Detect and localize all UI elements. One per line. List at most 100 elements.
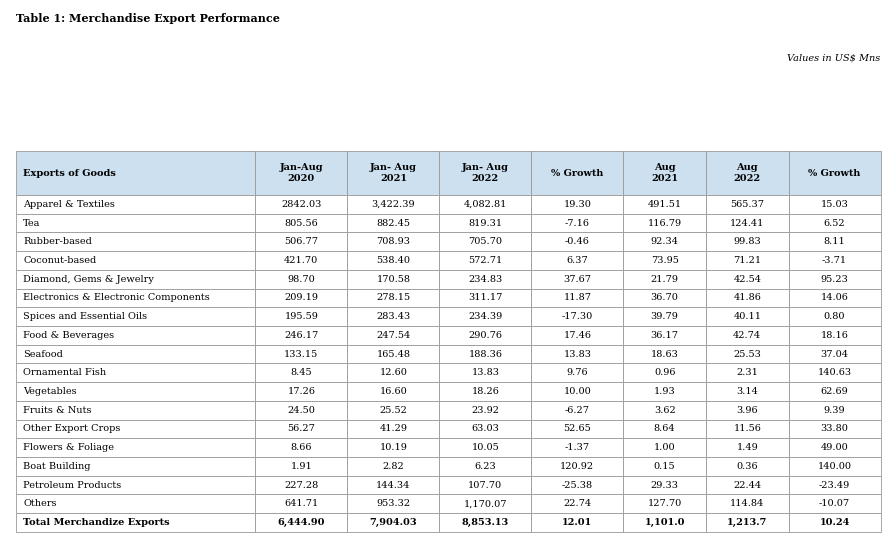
Bar [531,251,623,270]
Bar [439,513,531,532]
Bar [789,232,881,251]
Text: 0.96: 0.96 [654,368,675,377]
Text: 14.06: 14.06 [820,293,849,302]
Text: 8.11: 8.11 [824,237,845,246]
Text: 6.37: 6.37 [566,256,589,265]
Bar [439,401,531,420]
Bar [256,288,347,307]
Bar [256,326,347,345]
Bar [16,382,256,401]
Text: Food & Beverages: Food & Beverages [23,331,114,340]
Bar [347,270,439,288]
Bar [623,476,706,495]
Bar [706,251,789,270]
Bar [623,363,706,382]
Bar [623,420,706,438]
Text: Tea: Tea [23,219,41,227]
Text: 52.65: 52.65 [564,424,591,434]
Bar [347,195,439,214]
Text: Others: Others [23,500,57,508]
Bar [16,251,256,270]
Bar [16,495,256,513]
Bar [439,288,531,307]
Bar [347,151,439,195]
Text: 7,904.03: 7,904.03 [370,518,417,527]
Text: Other Export Crops: Other Export Crops [23,424,120,434]
Bar [16,270,256,288]
Text: Fruits & Nuts: Fruits & Nuts [23,406,91,415]
Text: -25.38: -25.38 [562,481,593,490]
Bar [256,307,347,326]
Bar [439,151,531,195]
Bar [789,326,881,345]
Bar [706,401,789,420]
Text: 188.36: 188.36 [468,349,503,359]
Text: 278.15: 278.15 [376,293,411,302]
Bar [623,288,706,307]
Text: 209.19: 209.19 [284,293,319,302]
Text: 22.74: 22.74 [563,500,591,508]
Text: 9.39: 9.39 [824,406,845,415]
Text: Apparel & Textiles: Apparel & Textiles [23,200,115,209]
Text: 16.60: 16.60 [380,387,407,396]
Bar [531,232,623,251]
Bar [16,151,256,195]
Bar [16,214,256,232]
Bar [531,151,623,195]
Bar [439,270,531,288]
Text: 3.62: 3.62 [654,406,675,415]
Bar [706,420,789,438]
Bar [706,495,789,513]
Bar [347,420,439,438]
Text: 247.54: 247.54 [376,331,411,340]
Bar [347,345,439,363]
Bar [256,251,347,270]
Text: 311.17: 311.17 [468,293,503,302]
Bar [347,513,439,532]
Text: 42.74: 42.74 [733,331,761,340]
Bar [706,214,789,232]
Text: Ornamental Fish: Ornamental Fish [23,368,106,377]
Bar [531,363,623,382]
Text: 98.70: 98.70 [288,275,315,284]
Bar [531,195,623,214]
Text: 23.92: 23.92 [472,406,499,415]
Text: Coconut-based: Coconut-based [23,256,96,265]
Text: 246.17: 246.17 [284,331,319,340]
Text: 9.76: 9.76 [566,368,589,377]
Text: -0.46: -0.46 [565,237,589,246]
Text: 17.26: 17.26 [288,387,315,396]
Text: 140.00: 140.00 [818,462,851,471]
Text: 11.87: 11.87 [564,293,591,302]
Text: % Growth: % Growth [808,168,861,178]
Bar [16,195,256,214]
Text: 73.95: 73.95 [650,256,679,265]
Bar [706,270,789,288]
Bar [789,401,881,420]
Text: 24.50: 24.50 [288,406,315,415]
Bar [16,363,256,382]
Bar [256,345,347,363]
Text: Vegetables: Vegetables [23,387,77,396]
Text: 195.59: 195.59 [284,312,319,321]
Bar [439,438,531,457]
Bar [16,438,256,457]
Bar [623,195,706,214]
Bar [347,382,439,401]
Text: 41.86: 41.86 [734,293,761,302]
Bar [623,513,706,532]
Text: 29.33: 29.33 [650,481,679,490]
Bar [623,326,706,345]
Text: 107.70: 107.70 [468,481,503,490]
Bar [16,401,256,420]
Text: 37.04: 37.04 [820,349,849,359]
Bar [531,401,623,420]
Text: 572.71: 572.71 [468,256,503,265]
Bar [439,382,531,401]
Text: 124.41: 124.41 [730,219,765,227]
Text: 99.83: 99.83 [734,237,761,246]
Bar [623,382,706,401]
Bar [347,232,439,251]
Bar [706,476,789,495]
Bar [789,495,881,513]
